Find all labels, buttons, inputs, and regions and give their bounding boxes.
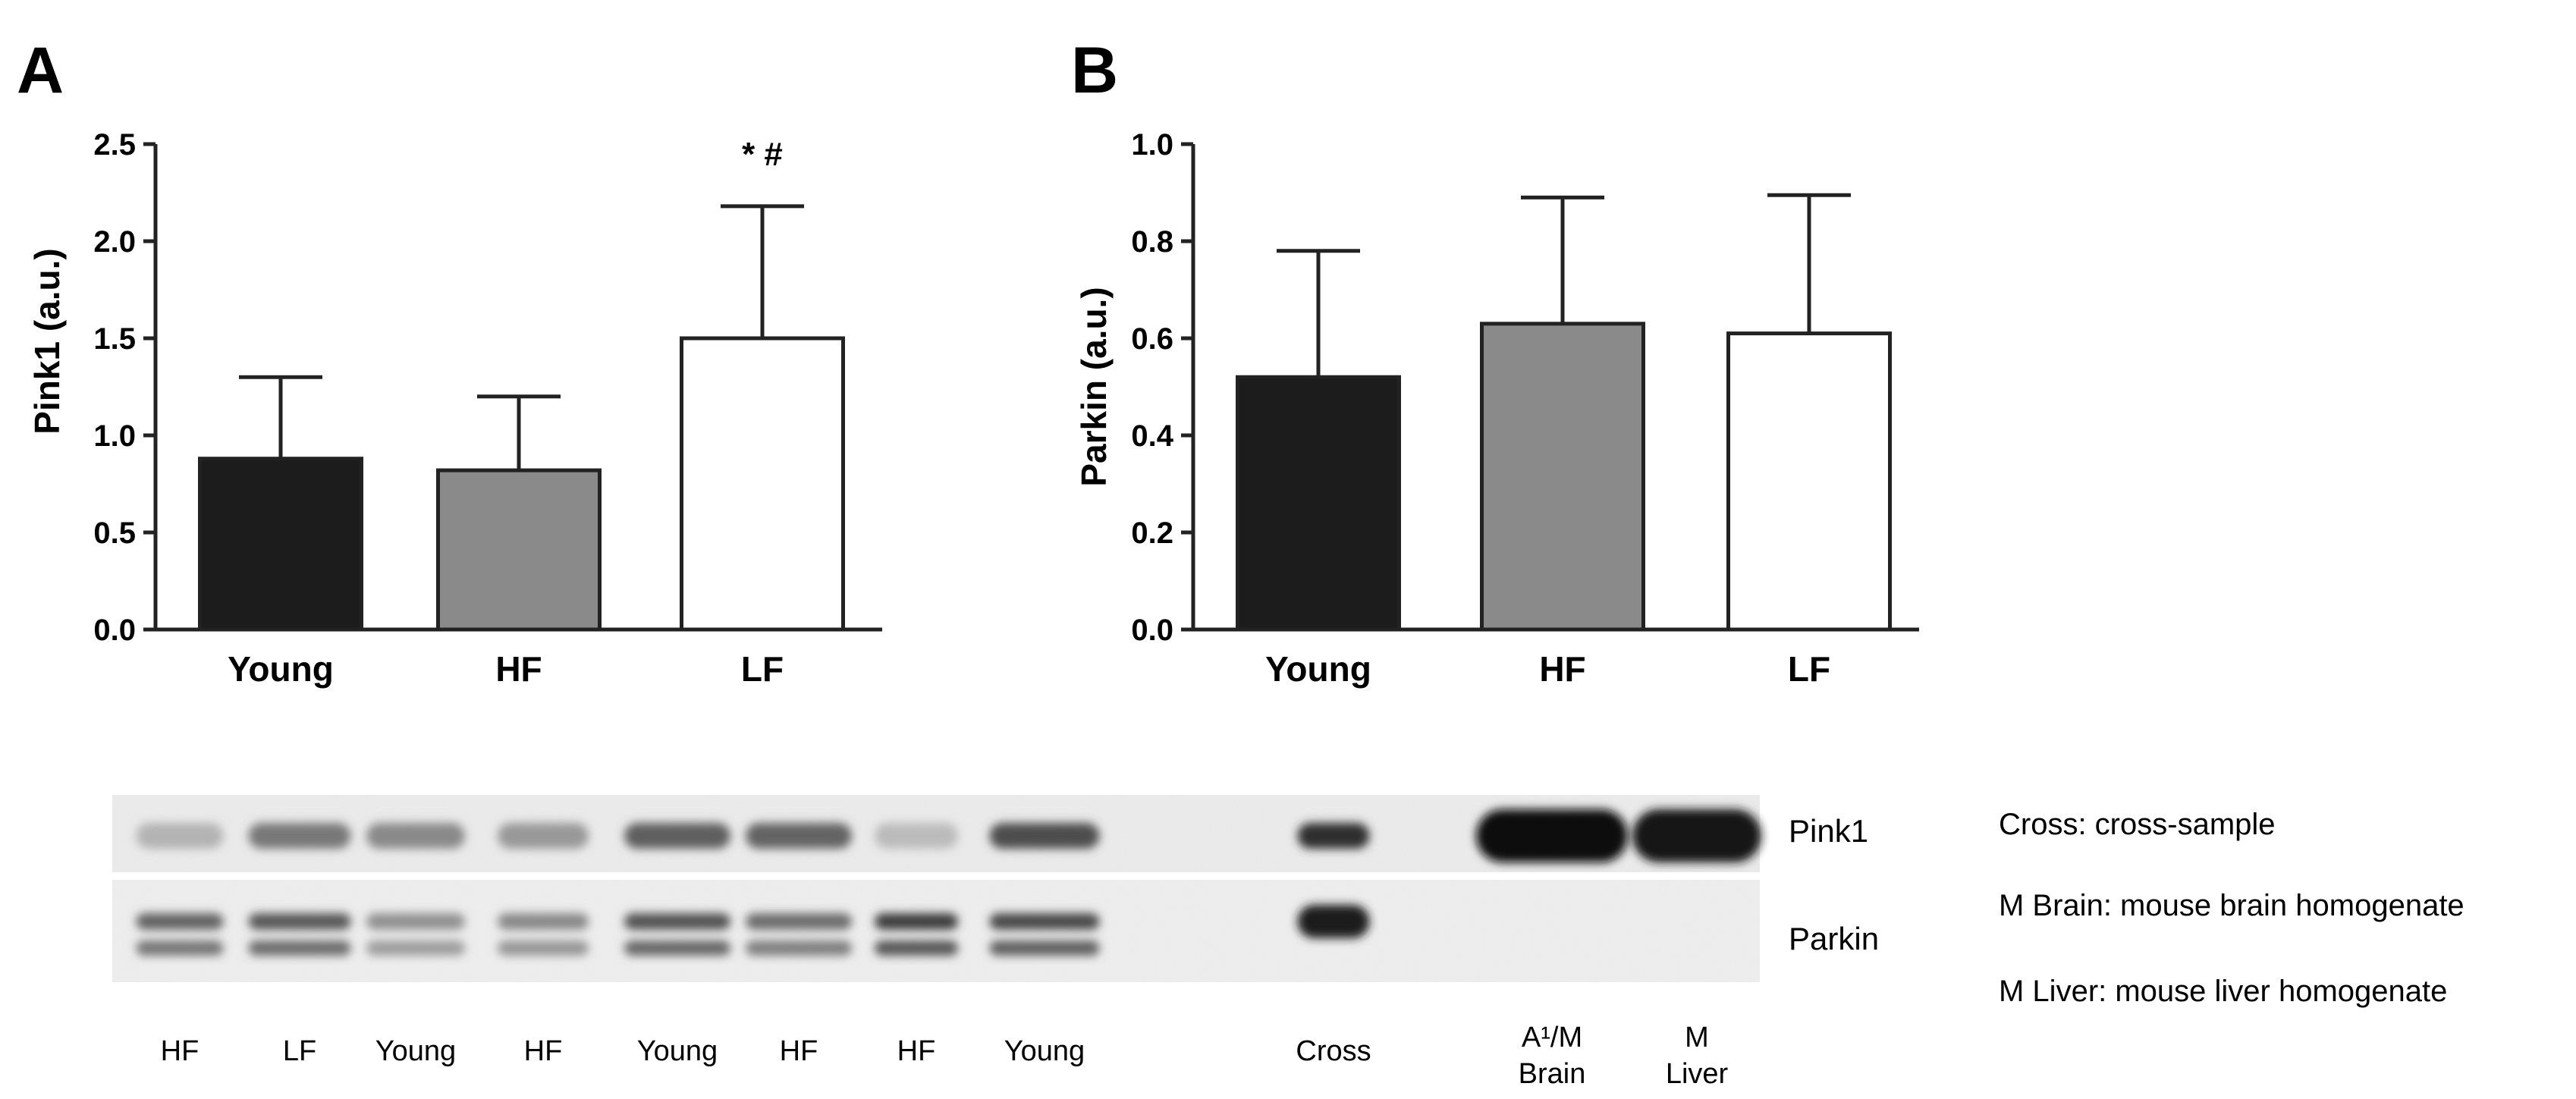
panelA-bar [680, 336, 845, 632]
panelB-y-tick-label: 0.2 [1131, 517, 1173, 550]
panel-a-y-ticks: 0.0 0.5 1.0 1.5 2.0 2.5 [93, 128, 156, 647]
panelA-category-label: Young [228, 649, 334, 689]
blot-lane-label: HF [161, 1035, 199, 1067]
blot-band-parkin [136, 913, 224, 930]
blot-lane-label: HF [897, 1035, 936, 1067]
panelB-bar [1236, 375, 1401, 632]
panel-a-bars [198, 204, 845, 632]
blot-lane-labels: HF LF Young HF Young HF HF Young Cross A¹/M Brain M… [161, 1022, 1729, 1090]
blot-band-pink1 [746, 823, 852, 849]
panel-b-category-labels: Young HF LF [1265, 649, 1830, 689]
blot-band-parkin [875, 913, 958, 930]
panel-b-y-ticks: 0.0 0.2 0.4 0.6 0.8 1.0 [1131, 128, 1193, 647]
panelA-y-tick-label: 1.5 [93, 322, 136, 356]
blot-band-parkin-lower [989, 940, 1100, 956]
blot-band-parkin-lower [746, 940, 852, 956]
blot-band-pink1 [875, 823, 958, 849]
panelB-category-label: LF [1788, 649, 1830, 689]
blot-legend-mouse-brain: M Brain: mouse brain homogenate [1999, 889, 2464, 922]
panelB-category-label: HF [1539, 649, 1585, 689]
panel-a-significance-annotation: * # [742, 136, 783, 173]
panel-a: A Pink1 (a.u.) 0.0 0.5 1.0 1.5 2.0 2.5 Young H… [17, 34, 882, 689]
panelA-bar [436, 468, 602, 632]
panelA-y-tick-label: 0.5 [93, 517, 136, 550]
blot-lane-label: Young [375, 1035, 456, 1067]
blot-band-pink1 [989, 823, 1100, 849]
blot-band-pink1 [248, 823, 351, 849]
panelB-category-label: Young [1265, 649, 1371, 689]
blot-band-parkin-lower [248, 940, 351, 956]
blot-bands [136, 809, 1761, 956]
panelB-y-tick-label: 1.0 [1131, 128, 1173, 162]
panelA-category-label: HF [495, 649, 542, 689]
blot-band-parkin [989, 913, 1100, 930]
blot-band-pink1 [624, 823, 730, 849]
blot-lane-label: Young [637, 1035, 718, 1067]
blot-lane-label-line1: A¹/M [1522, 1022, 1582, 1053]
panelA-y-tick-label: 1.0 [93, 419, 136, 453]
panelA-bar [198, 457, 363, 632]
blot-lane-label: HF [780, 1035, 818, 1067]
blot-band-parkin [366, 913, 465, 930]
blot-lane-label-line2: Brain [1519, 1058, 1586, 1090]
panel-b-letter: B [1071, 34, 1118, 107]
western-blot: HF LF Young HF Young HF HF Young Cross A¹/M Brain M… [112, 795, 2464, 1090]
panelB-y-tick-label: 0.8 [1131, 225, 1173, 259]
blot-band-parkin-lower [875, 940, 958, 956]
blot-band-pink1 [1476, 809, 1628, 862]
blot-band-pink1 [498, 823, 589, 849]
panelB-y-tick-label: 0.6 [1131, 322, 1173, 356]
panel-a-category-labels: Young HF LF [228, 649, 784, 689]
blot-band-parkin [248, 913, 351, 930]
blot-band-parkin [746, 913, 852, 930]
blot-band-parkin [1297, 905, 1370, 938]
blot-band-pink1 [1297, 823, 1370, 849]
blot-band-parkin-lower [624, 940, 730, 956]
blot-lane-label-line1: M [1685, 1022, 1709, 1053]
panelB-y-tick-label: 0.4 [1131, 419, 1173, 453]
blot-legend-mouse-liver: M Liver: mouse liver homogenate [1999, 975, 2447, 1008]
blot-legend-cross: Cross: cross-sample [1999, 808, 2276, 841]
panelA-category-label: LF [741, 649, 784, 689]
blot-band-parkin-lower [366, 940, 465, 956]
panel-b-ylabel: Parkin (a.u.) [1074, 287, 1114, 486]
blot-row-label-pink1: Pink1 [1789, 813, 1868, 849]
panelB-bar [1726, 331, 1892, 632]
blot-band-parkin [498, 913, 589, 930]
panel-a-letter: A [17, 34, 64, 107]
blot-band-parkin-lower [136, 940, 224, 956]
blot-lane-label-line2: Liver [1666, 1058, 1729, 1090]
blot-lane-label: LF [283, 1035, 316, 1067]
panel-a-ylabel: Pink1 (a.u.) [27, 248, 67, 434]
panelA-y-tick-label: 0.0 [93, 614, 136, 647]
panelA-y-tick-label: 2.0 [93, 225, 136, 259]
panel-b: B Parkin (a.u.) 0.0 0.2 0.4 0.6 0.8 1.0 Young… [1071, 34, 1919, 689]
panel-b-bars [1236, 193, 1892, 632]
panelB-y-tick-label: 0.0 [1131, 614, 1173, 647]
blot-band-pink1 [1632, 809, 1761, 862]
blot-band-parkin-lower [498, 940, 589, 956]
blot-lane-label: Young [1004, 1035, 1085, 1067]
blot-lane-label: HF [524, 1035, 563, 1067]
panelA-y-tick-label: 2.5 [93, 128, 136, 162]
blot-lane-label: Cross [1296, 1035, 1371, 1067]
panelB-bar [1480, 322, 1645, 632]
blot-band-pink1 [366, 823, 465, 849]
blot-strip-parkin-texture [112, 880, 1760, 982]
blot-band-parkin [624, 913, 730, 930]
blot-row-label-parkin: Parkin [1789, 921, 1879, 956]
blot-band-pink1 [136, 823, 224, 849]
